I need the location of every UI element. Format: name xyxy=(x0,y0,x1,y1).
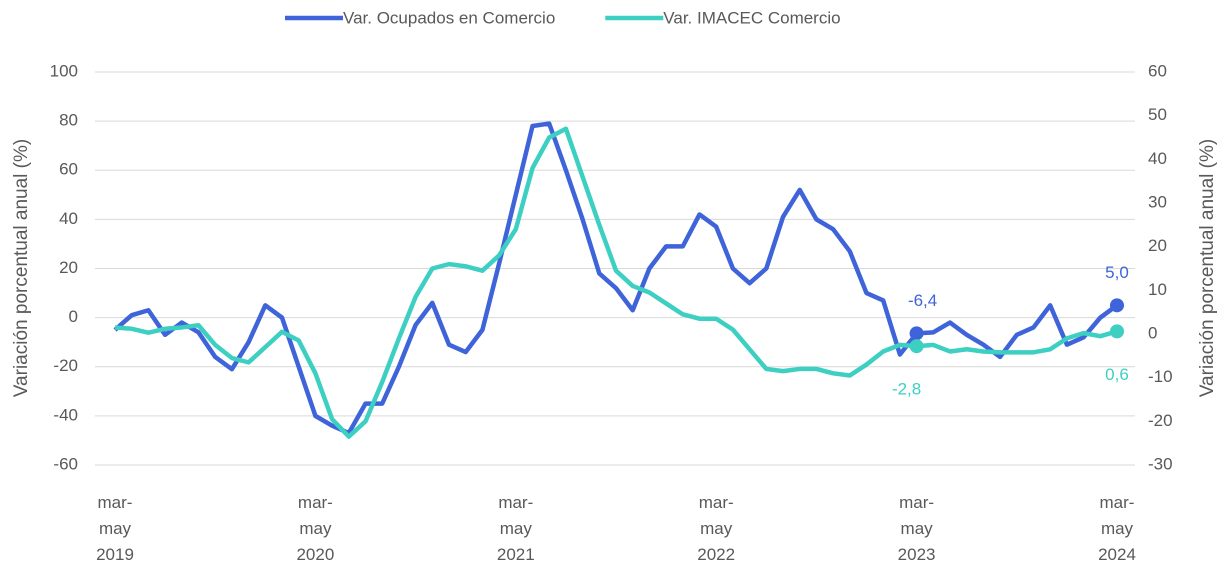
x-tick-label: mar- may 2023 xyxy=(897,493,936,563)
data-point xyxy=(909,326,924,341)
y-tick-label: 0 xyxy=(69,307,78,326)
y-tick-label: 20 xyxy=(59,258,78,277)
data-label: 0,6 xyxy=(1105,365,1129,384)
y2-tick-label: 10 xyxy=(1148,280,1167,299)
y-tick-label: 80 xyxy=(59,111,78,130)
x-tick-label: mar- may 2022 xyxy=(697,493,736,563)
y2-tick-label: 50 xyxy=(1148,105,1167,124)
data-point xyxy=(1110,298,1124,313)
y2-tick-label: -30 xyxy=(1148,454,1173,473)
y-tick-label: 100 xyxy=(50,61,78,80)
y-tick-label: 40 xyxy=(59,209,78,228)
y-tick-label: 60 xyxy=(59,160,78,179)
y2-tick-label: -20 xyxy=(1148,411,1173,430)
legend-label: Var. Ocupados en Comercio xyxy=(343,8,555,27)
y-tick-label: -60 xyxy=(53,454,78,473)
y2-tick-label: -10 xyxy=(1148,367,1173,386)
y2-tick-label: 30 xyxy=(1148,192,1167,211)
data-label: -6,4 xyxy=(908,291,937,310)
x-tick-label: mar- may 2024 xyxy=(1098,493,1136,563)
y-tick-label: -40 xyxy=(53,405,78,424)
y-tick-label: -20 xyxy=(53,356,78,375)
y-axis-label: Variación porcentual anual (%) xyxy=(11,139,32,397)
data-label: -2,8 xyxy=(892,380,921,399)
x-tick-label: mar- may 2020 xyxy=(296,493,335,563)
data-label: 5,0 xyxy=(1105,263,1129,282)
series-line xyxy=(114,126,1118,439)
legend-label: Var. IMACEC Comercio xyxy=(663,8,840,27)
x-tick-label: mar- may 2021 xyxy=(496,493,535,563)
y2-tick-label: 40 xyxy=(1148,149,1167,168)
y2-tick-label: 60 xyxy=(1148,61,1167,80)
y2-axis-label: Variación porcentual anual (%) xyxy=(1197,139,1218,397)
y2-tick-label: 20 xyxy=(1148,236,1167,255)
series-line xyxy=(113,121,1119,436)
data-point xyxy=(1110,324,1124,339)
data-point xyxy=(909,339,924,354)
x-tick-label: mar- may 2019 xyxy=(96,493,134,563)
y2-tick-label: 0 xyxy=(1148,323,1157,342)
